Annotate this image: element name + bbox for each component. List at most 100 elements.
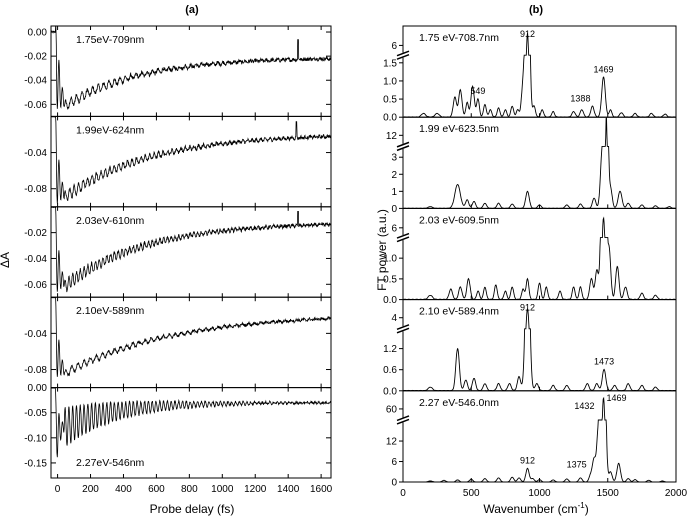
axis-break-gap — [396, 326, 410, 332]
peak-annotation: 1432 — [574, 401, 594, 411]
spectrum-trace-3 — [402, 216, 676, 301]
axis-break-mark — [396, 53, 410, 60]
signal-trace-4 — [51, 297, 332, 377]
x-tick-label-a: 1600 — [310, 484, 333, 495]
axis-break-mark — [396, 324, 410, 330]
x-tick-label-b: 2000 — [665, 488, 688, 499]
axis-break-mark — [396, 327, 410, 334]
y-tick-label-b: 0.5 — [383, 274, 397, 285]
chart-b-xlabel-main: Wavenumber (cm — [483, 502, 577, 516]
y-tick-label-b: 1.2 — [383, 344, 397, 355]
y-tick-label-b: 1.0 — [383, 76, 397, 87]
x-tick-label-a: 1000 — [211, 484, 234, 495]
panel-b-label: 2.27 eV-546.0nm — [419, 397, 499, 409]
y-tick-label-a: -0.04 — [24, 329, 47, 340]
spectrum-trace-1 — [402, 33, 676, 118]
y-tick-label-a: -0.15 — [24, 458, 47, 469]
peak-annotation: 549 — [470, 86, 485, 96]
y-tick-label-b: 1.5 — [383, 58, 397, 69]
y-tick-label-a: -0.08 — [24, 365, 47, 376]
panel-b-1: 0.0 0.5 1.0 1.5 6 1.75 eV-708.7nm 549 912 1388 14… — [383, 25, 677, 124]
chart-b-title: (b) — [529, 4, 543, 16]
peak-annotation: 912 — [520, 303, 535, 313]
panel-a-5: 0.00 -0.05 -0.10 -0.15 2.27eV-546nm — [24, 383, 332, 479]
y-tick-label-a: -0.10 — [24, 433, 47, 444]
signal-trace-1 — [50, 26, 332, 111]
peak-annotation: 912 — [520, 455, 535, 465]
y-tick-label-b: 3 — [391, 153, 397, 164]
panel-a-label: 2.27eV-546nm — [76, 457, 145, 469]
chart-a-title: (a) — [185, 4, 199, 16]
y-tick-label-b: 4 — [391, 313, 397, 324]
y-tick-label-a: -0.05 — [24, 408, 47, 419]
x-tick-label-b: 1500 — [597, 488, 620, 499]
panel-a-label: 2.10eV-589nm — [76, 305, 145, 317]
axis-break-mark — [396, 145, 410, 152]
peak-annotation: 1473 — [594, 357, 614, 367]
y-tick-label-a: -0.02 — [24, 228, 47, 239]
y-tick-label-b: 6 — [391, 41, 397, 52]
signal-trace-3 — [51, 206, 332, 293]
y-tick-label-b: 0 — [391, 478, 397, 489]
chart-b-ylabel: FT power (a.u.) — [375, 209, 389, 291]
x-tick-label-a: 600 — [148, 484, 165, 495]
y-tick-label-b: 0 — [391, 204, 397, 215]
y-tick-label-b: 0.0 — [383, 386, 397, 397]
axis-break-gap — [396, 235, 410, 241]
y-tick-label-a: -0.04 — [24, 148, 47, 159]
axis-break-gap — [396, 143, 410, 149]
chart-b: 0.00.51.01.561.75 eV-708.7nm549912138814… — [383, 25, 688, 499]
panel-a-frame-5 — [50, 387, 332, 479]
y-tick-label-b: 0.6 — [383, 365, 397, 376]
peak-annotation: 912 — [520, 29, 535, 39]
chart-b-xlabel: Wavenumber (cm-1) — [483, 501, 588, 516]
y-tick-label-b: 0.0 — [383, 113, 397, 124]
axis-break-mark — [396, 236, 410, 243]
x-tick-label-a: 1200 — [244, 484, 267, 495]
y-tick-label-b: 6 — [391, 223, 397, 234]
y-tick-label-b: 2 — [391, 170, 397, 181]
peak-annotation: 1469 — [607, 393, 627, 403]
axis-break-mark — [396, 415, 410, 422]
y-tick-label-a: -0.04 — [24, 76, 47, 87]
y-tick-label-a: -0.04 — [24, 254, 47, 265]
chart-a-xlabel: Probe delay (fs) — [150, 502, 235, 516]
panel-a-label: 2.03eV-610nm — [76, 215, 145, 227]
panel-a-label: 1.99eV-624nm — [76, 124, 145, 136]
spectrum-trace-5 — [403, 396, 676, 483]
y-tick-label-a: 0.00 — [28, 383, 48, 394]
peak-annotation: 1388 — [570, 93, 590, 103]
y-tick-label-a: -0.08 — [24, 184, 47, 195]
x-tick-label-b: 500 — [463, 488, 480, 499]
panel-b-5: 0 6 12 60 2.27 eV-546.0nm 912 1375 1432 1469 — [386, 390, 677, 489]
y-tick-label-a: -0.02 — [24, 52, 47, 63]
panel-a-label: 1.75eV-709nm — [76, 34, 145, 46]
panel-a-3: -0.02 -0.04 -0.06 2.03eV-610nm — [24, 206, 332, 298]
x-tick-label-b: 0 — [400, 488, 406, 499]
y-tick-label-b: 0.0 — [383, 295, 397, 306]
panel-b-3: 0.0 0.5 1.0 6 2.03 eV-609.5nm — [383, 207, 677, 306]
axis-break-mark — [396, 141, 410, 148]
y-tick-label-b: 60 — [386, 404, 398, 415]
y-tick-label-b: 12 — [386, 131, 398, 142]
y-tick-label-a: -0.06 — [24, 280, 47, 291]
chart-b-xlabel-sup: -1 — [578, 501, 586, 510]
axis-break-mark — [396, 50, 410, 57]
y-tick-label-b: 1 — [391, 187, 397, 198]
panel-b-label: 2.03 eV-609.5nm — [419, 214, 499, 226]
y-tick-label-b: 12 — [386, 437, 398, 448]
chart-a-ylabel: ΔA — [0, 252, 12, 268]
x-tick-label-a: 400 — [115, 484, 132, 495]
signal-trace-2 — [51, 116, 332, 204]
x-tick-label-a: 1400 — [277, 484, 300, 495]
y-tick-label-a: -0.06 — [24, 100, 47, 111]
x-tick-label-a: 200 — [82, 484, 99, 495]
chart-b-xlabel-end: ) — [585, 502, 589, 516]
x-tick-label-a: 800 — [181, 484, 198, 495]
y-tick-label-a: 0.00 — [28, 28, 48, 39]
panel-a-1: 0.00 -0.02 -0.04 -0.06 1.75eV-709nm — [24, 25, 332, 117]
chart-a: 0.00-0.02-0.04-0.061.75eV-709nm-0.04-0.0… — [24, 25, 333, 495]
panel-b-label: 1.75 eV-708.7nm — [419, 32, 499, 44]
panel-a-2: -0.04 -0.08 1.99eV-624nm — [24, 115, 332, 208]
